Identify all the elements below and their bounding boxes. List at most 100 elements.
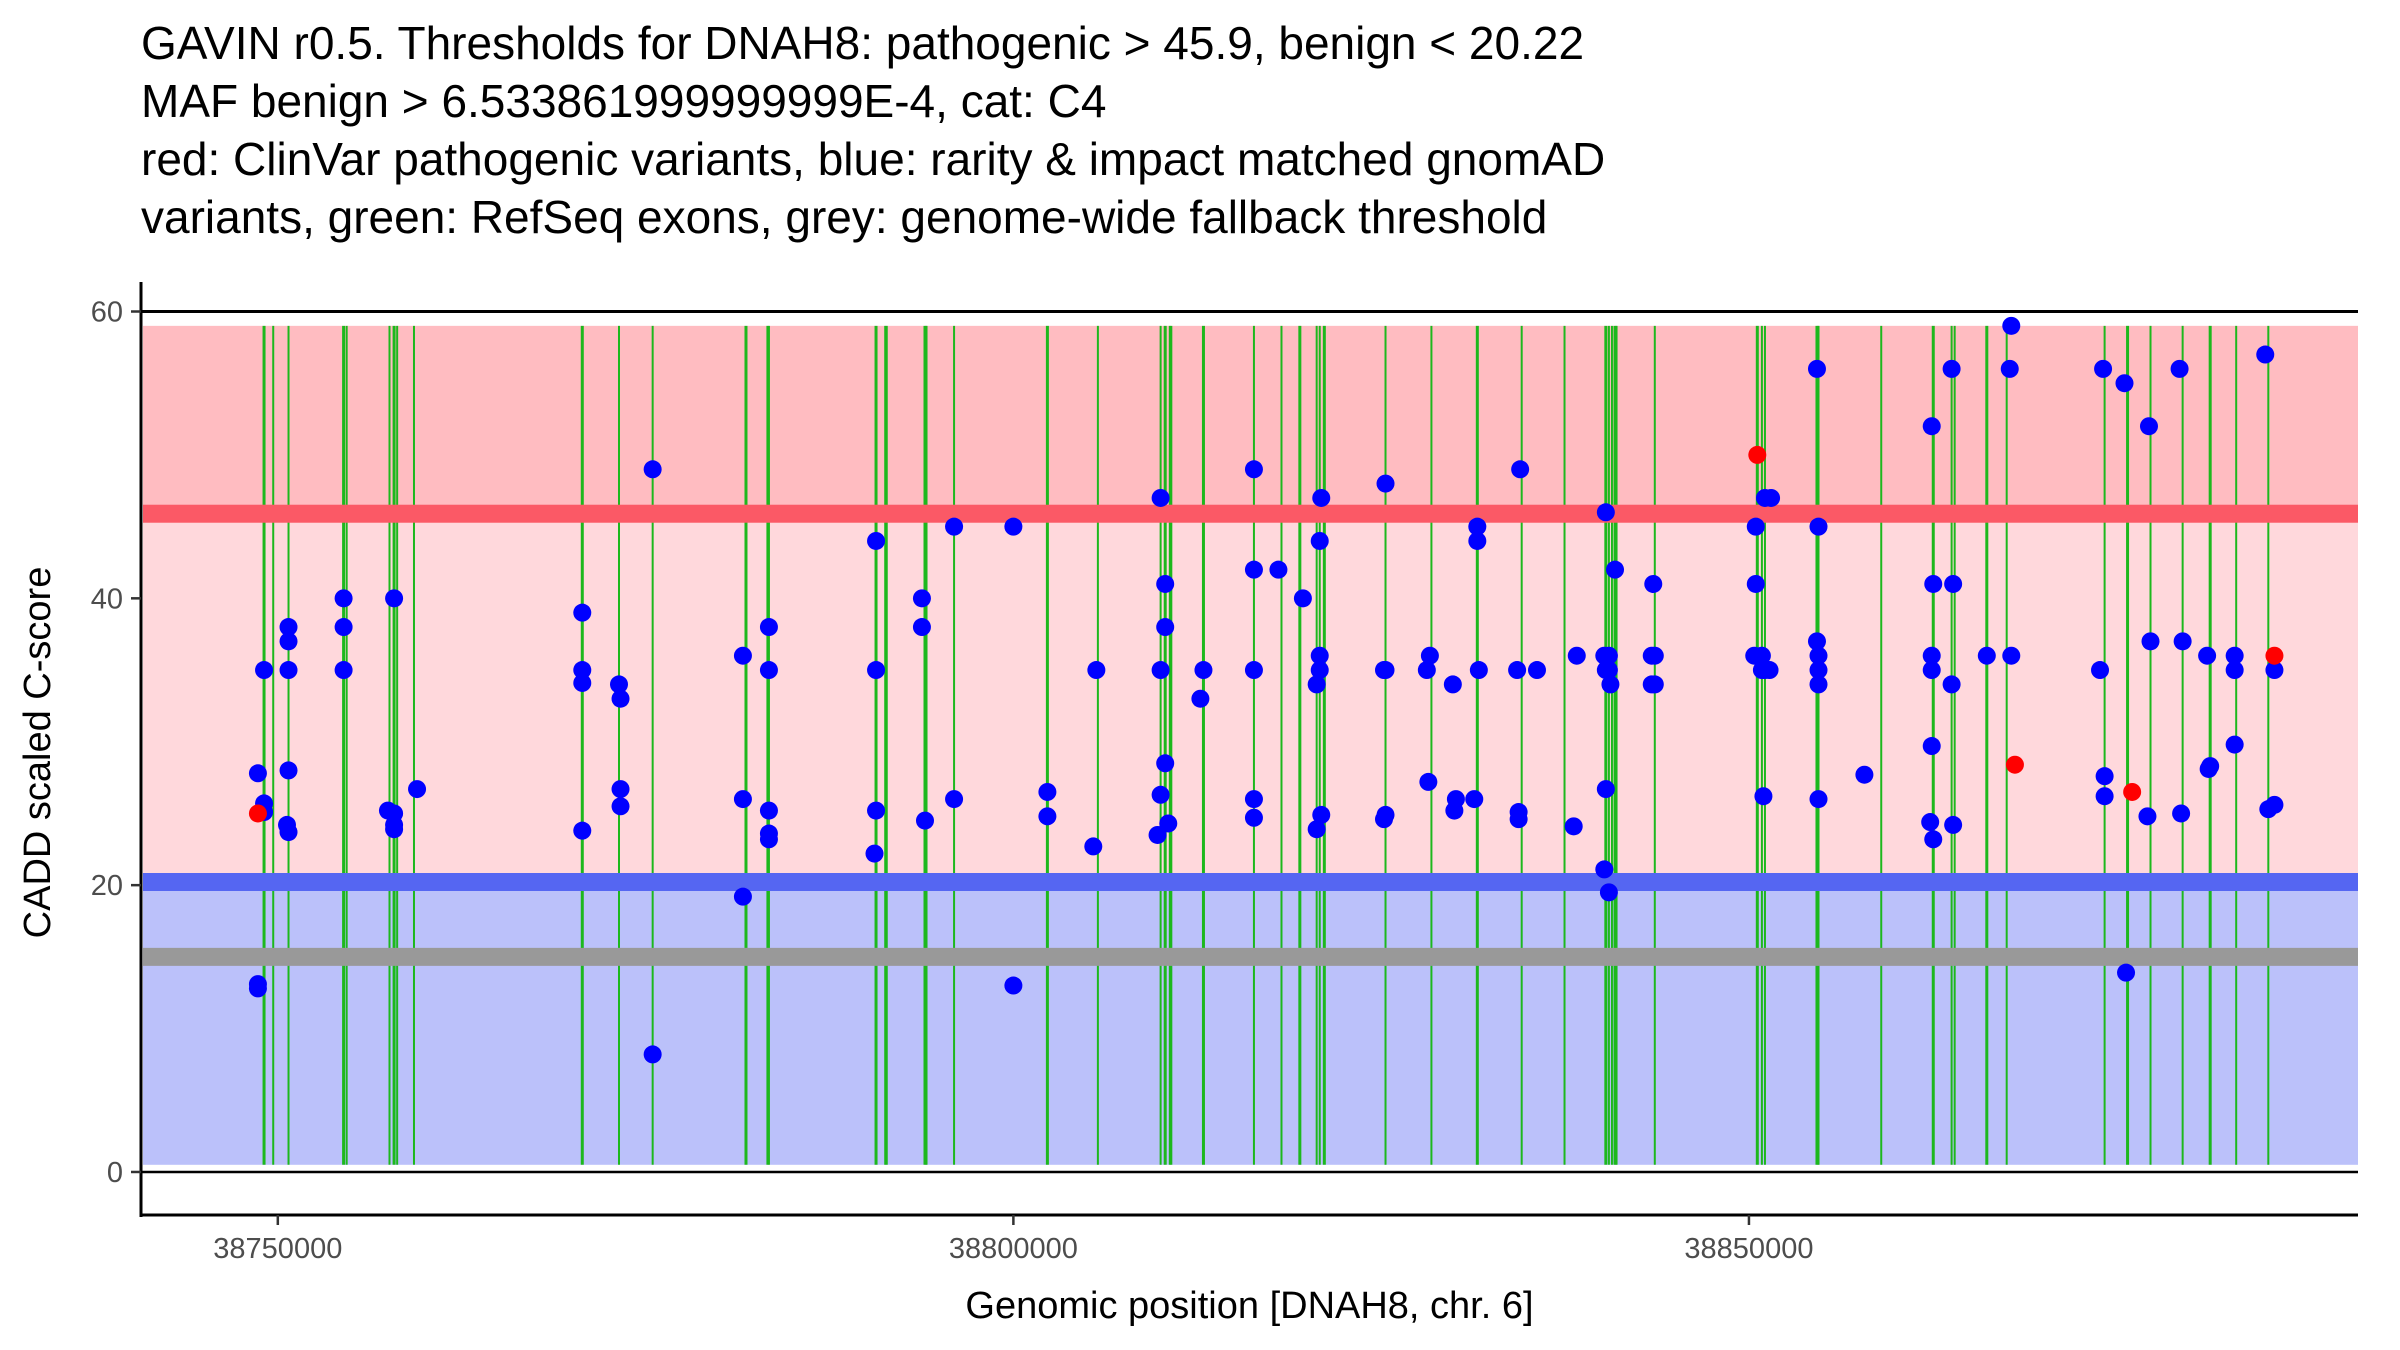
gnomad-point <box>248 979 267 998</box>
gnomad-point <box>1595 860 1614 879</box>
gnomad-point <box>1644 574 1663 593</box>
title-line-2: MAF benign > 6.533861999999999E-4, cat: … <box>141 75 1107 127</box>
gnomad-point <box>1269 560 1288 579</box>
gnomad-point <box>1924 830 1943 849</box>
gnomad-point <box>1754 787 1773 806</box>
gnomad-point <box>733 887 752 906</box>
gnomad-point <box>611 797 630 816</box>
gnomad-point <box>1922 417 1941 436</box>
gnomad-point <box>248 764 267 783</box>
gnomad-point <box>1312 805 1331 824</box>
gnomad-point <box>1244 790 1263 809</box>
gnomad-point <box>1307 820 1326 839</box>
gnomad-point <box>611 689 630 708</box>
gnomad-point <box>1509 810 1528 829</box>
gnomad-point <box>1376 661 1395 680</box>
gnomad-point <box>1855 765 1874 784</box>
gnomad-point <box>1004 976 1023 995</box>
gnomad-point <box>2173 632 2192 651</box>
title-line-4: variants, green: RefSeq exons, grey: gen… <box>141 191 1548 243</box>
gnomad-point <box>279 661 298 680</box>
gnomad-point <box>1376 474 1395 493</box>
gnomad-point <box>1596 503 1615 522</box>
gnomad-point <box>1564 817 1583 836</box>
gnomad-point <box>1151 488 1170 507</box>
gnomad-point <box>1420 646 1439 665</box>
gnomad-point <box>759 801 778 820</box>
gnomad-point <box>1469 661 1488 680</box>
gnomad-point <box>1762 488 1781 507</box>
y-tick-label: 40 <box>91 583 123 615</box>
clinvar-point <box>248 804 267 823</box>
gnomad-point <box>573 673 592 692</box>
gnomad-point <box>1151 785 1170 804</box>
gnomad-point <box>1977 646 1996 665</box>
gnomad-point <box>2265 795 2284 814</box>
gnomad-point <box>2000 359 2019 378</box>
gnomad-point <box>1310 661 1329 680</box>
gnomad-point <box>915 811 934 830</box>
gnomad-point <box>1244 808 1263 827</box>
gnomad-point <box>1244 460 1263 479</box>
gnomad-point <box>1527 661 1546 680</box>
x-tick-label: 38750000 <box>213 1233 342 1265</box>
gnomad-point <box>2225 646 2244 665</box>
gnomad-point <box>1809 517 1828 536</box>
y-tick-label: 60 <box>91 297 123 329</box>
gnomad-point <box>610 675 629 694</box>
threshold-lines <box>143 504 2358 966</box>
gnomad-point <box>1596 780 1615 799</box>
gnomad-point <box>945 517 964 536</box>
exon-lines <box>262 325 2270 1165</box>
gnomad-point <box>1194 661 1213 680</box>
gnomad-point <box>255 661 274 680</box>
gnomad-point <box>1746 517 1765 536</box>
gnomad-point <box>1417 661 1436 680</box>
gnomad-point <box>2115 374 2134 393</box>
clinvar-point <box>2005 755 2024 774</box>
gnomad-point <box>1746 574 1765 593</box>
gnomad-point <box>279 618 298 637</box>
gnomad-point <box>1809 790 1828 809</box>
gnomad-point <box>733 646 752 665</box>
y-axis-title: CADD scaled C-score <box>17 567 59 939</box>
gnomad-point <box>1084 837 1103 856</box>
gnomad-point <box>1922 661 1941 680</box>
data-points <box>248 316 2284 1064</box>
gnomad-point <box>2198 646 2217 665</box>
gnomad-point <box>1310 531 1329 550</box>
gnomad-point <box>573 603 592 622</box>
gnomad-point <box>1924 574 1943 593</box>
gnomad-point <box>1468 517 1487 536</box>
gnomad-point <box>2095 767 2114 786</box>
gnomad-point <box>1374 810 1393 829</box>
gnomad-point <box>1156 574 1175 593</box>
y-tick-label: 0 <box>107 1157 123 1189</box>
gnomad-point <box>1508 661 1527 680</box>
gnomad-point <box>2095 787 2114 806</box>
gnomad-point <box>2170 359 2189 378</box>
gnomad-point <box>408 780 427 799</box>
gnomad-point <box>1942 359 1961 378</box>
title-line-1: GAVIN r0.5. Thresholds for DNAH8: pathog… <box>141 17 1585 69</box>
gnomad-point <box>334 661 353 680</box>
gnomad-point <box>867 801 886 820</box>
gnomad-point <box>1087 661 1106 680</box>
gnomad-point <box>385 820 404 839</box>
gnomad-point <box>2256 345 2275 364</box>
x-axis-title: Genomic position [DNAH8, chr. 6] <box>965 1285 1533 1327</box>
gnomad-point <box>759 661 778 680</box>
gnomad-point <box>1310 646 1329 665</box>
fallback-threshold-line <box>143 947 2358 966</box>
gnomad-point <box>1942 675 1961 694</box>
gnomad-point <box>1645 646 1664 665</box>
gnomad-point <box>2139 417 2158 436</box>
gnomad-point <box>1159 814 1178 833</box>
gnomad-point <box>1599 661 1618 680</box>
gnomad-point <box>279 632 298 651</box>
gnomad-point <box>1807 359 1826 378</box>
gnomad-point <box>1601 675 1620 694</box>
gnomad-point <box>2138 807 2157 826</box>
pathogenic-threshold-line <box>143 504 2358 523</box>
